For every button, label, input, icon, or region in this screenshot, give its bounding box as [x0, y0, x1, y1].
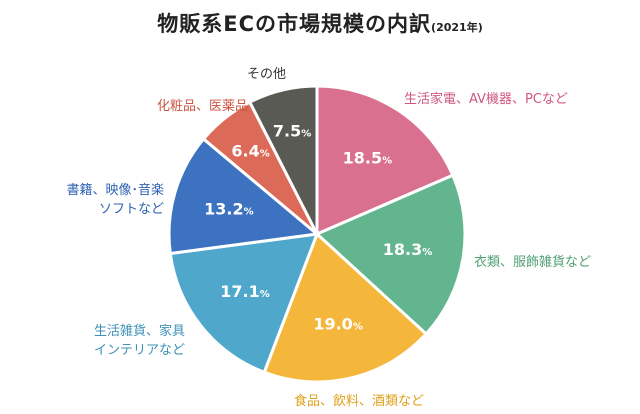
pie-slice-6 [248, 84, 319, 236]
slice-category-line: 生活雑貨、家具 [93, 324, 185, 339]
slice-category-label-4: 書籍、映像･音楽ソフトなど [66, 181, 164, 219]
slice-category-line: 化粧品、医薬品 [156, 99, 248, 114]
pie-slice-1 [315, 173, 467, 336]
slice-category-line: その他 [246, 67, 286, 82]
slice-category-line: 衣類、服飾雑貨など [474, 255, 592, 270]
slice-category-label-1: 衣類、服飾雑貨など [474, 253, 591, 272]
slice-category-line: ソフトなど [98, 202, 164, 217]
slice-category-label-2: 食品、飲料、酒類など [294, 392, 424, 411]
slice-value-label-2: 19.0% [313, 314, 363, 333]
slice-category-line: インテリアなど [93, 343, 185, 358]
pie-slice-2 [262, 232, 428, 384]
chart-title-text: 物販系ECの市場規模の内訳 [157, 12, 432, 36]
pie-slice-0 [315, 84, 455, 236]
chart-subtitle: (2021年) [431, 21, 483, 34]
chart-title: 物販系ECの市場規模の内訳(2021年) [0, 8, 640, 38]
slice-category-label-5: 化粧品、医薬品 [157, 97, 248, 116]
slice-category-label-6: その他 [247, 65, 286, 84]
slice-category-line: 生活家電、AV機器、PCなど [404, 92, 568, 107]
pie-slice-4 [167, 137, 319, 255]
slice-value-label-4: 13.2% [204, 199, 254, 218]
slice-value-label-1: 18.3% [383, 240, 433, 259]
slice-category-line: 食品、飲料、酒類など [294, 394, 425, 409]
slice-category-line: 書籍、映像･音楽 [66, 183, 164, 198]
slice-category-label-3: 生活雑貨、家具 インテリアなど [94, 322, 185, 360]
slice-category-label-0: 生活家電、AV機器、PCなど [404, 90, 568, 109]
pie-slice-3 [168, 232, 319, 374]
slice-value-label-3: 17.1% [220, 282, 270, 301]
slice-value-label-0: 18.5% [343, 148, 393, 167]
